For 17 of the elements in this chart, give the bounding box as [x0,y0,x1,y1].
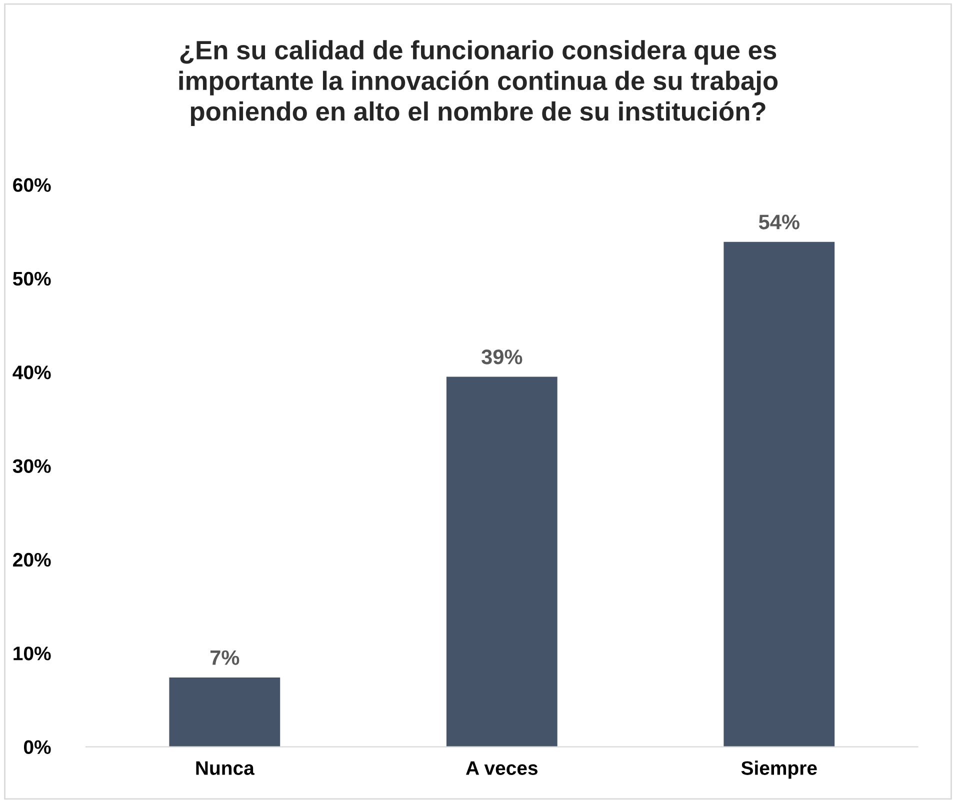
y-tick-label: 50% [13,272,51,286]
y-tick-label: 30% [12,459,51,474]
y-tick-label: 0% [24,740,51,754]
y-tick-label: 40% [12,366,51,380]
data-label: 39% [482,350,522,364]
chart-title: ¿En su calidad de funcionario considera que es importante la innovación continua de su trabajo poniendo en alto el nombre de su institución? [179,40,778,126]
y-tick-label: 60% [13,178,51,192]
y-tick-label: 20% [13,552,51,567]
x-tick-label: A veces [466,761,538,775]
bar [724,242,835,747]
y-tick-label: 10% [14,646,51,660]
data-label: 7% [210,650,240,665]
bar [169,677,280,747]
x-tick-label: Nunca [196,761,254,775]
x-tick-label: Siempre [741,760,817,779]
bar [446,376,558,747]
data-label: 54% [758,214,800,230]
